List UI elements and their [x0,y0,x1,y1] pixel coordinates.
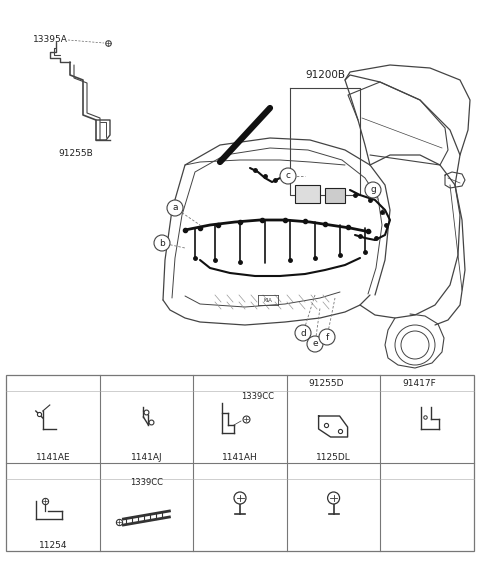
Text: 11254: 11254 [38,540,67,549]
Text: c: c [201,378,205,388]
Circle shape [167,200,183,216]
Text: KIA: KIA [264,298,273,303]
Circle shape [104,465,116,477]
Text: g: g [370,185,376,194]
Text: 91417F: 91417F [402,378,436,388]
Circle shape [104,377,116,389]
Text: 91200B: 91200B [305,70,345,80]
Circle shape [384,377,396,389]
Text: f: f [325,332,329,341]
Bar [325,188,345,203]
Circle shape [280,168,296,184]
Text: e: e [388,378,393,388]
Text: 1141AH: 1141AH [222,453,258,462]
Text: f: f [14,466,17,475]
Text: e: e [312,340,318,348]
Text: 1141AE: 1141AE [36,453,70,462]
Bar [6,375,474,551]
Circle shape [10,465,22,477]
Text: 1339CC: 1339CC [241,392,274,401]
Circle shape [365,182,381,198]
Bar [295,185,320,203]
Circle shape [291,377,303,389]
Circle shape [10,377,22,389]
Text: a: a [13,378,19,388]
Text: 1141AJ: 1141AJ [131,453,162,462]
Text: 13395A: 13395A [33,35,68,44]
Text: 1125DL: 1125DL [316,453,351,462]
Text: g: g [107,466,112,475]
Text: b: b [107,378,112,388]
Circle shape [295,325,311,341]
Circle shape [319,329,335,345]
Circle shape [154,235,170,251]
Text: d: d [300,328,306,337]
Circle shape [234,492,246,504]
Text: b: b [159,238,165,247]
Text: c: c [286,172,290,181]
Text: 91255B: 91255B [58,149,93,158]
Circle shape [197,377,209,389]
Text: a: a [172,203,178,213]
Text: d: d [294,378,300,388]
Text: 91255D: 91255D [309,378,344,388]
Circle shape [327,492,339,504]
Circle shape [307,336,323,352]
Text: 1339CC: 1339CC [130,478,163,487]
